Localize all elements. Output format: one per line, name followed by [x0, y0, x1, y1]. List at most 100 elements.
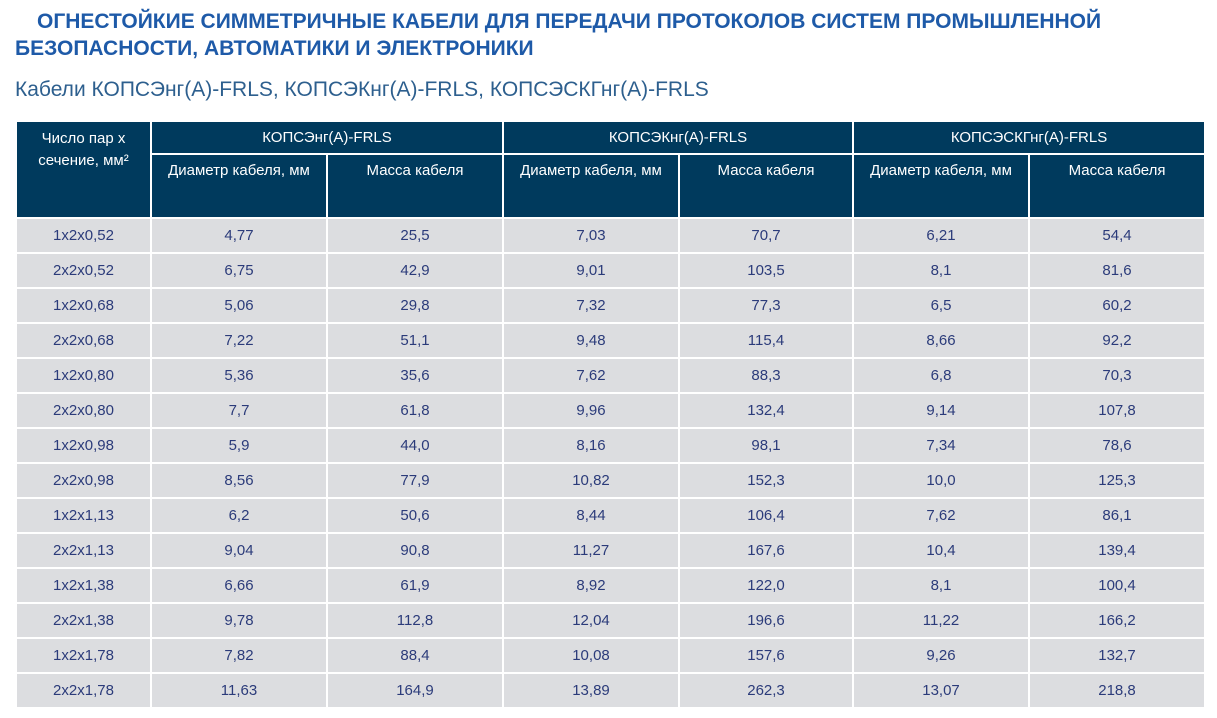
cell-mass: 61,9 [326, 567, 504, 604]
cell-pairs-section: 2х2х1,38 [15, 602, 152, 639]
cell-mass: 86,1 [1028, 497, 1207, 534]
cell-pairs-section: 1х2х1,13 [15, 497, 152, 534]
cell-pairs-section: 1х2х1,38 [15, 567, 152, 604]
cell-diameter: 4,77 [150, 217, 328, 254]
cell-mass: 106,4 [677, 497, 855, 534]
cell-mass: 51,1 [326, 322, 504, 359]
cell-mass: 77,9 [326, 462, 504, 499]
cell-mass: 115,4 [677, 322, 855, 359]
cell-mass: 122,0 [677, 567, 855, 604]
cell-mass: 60,2 [1028, 287, 1207, 324]
table-row: 2х2х0,80 7,7 61,8 9,96 132,4 9,14 107,8 [15, 392, 1207, 429]
cell-diameter: 10,82 [502, 462, 680, 499]
header-diameter: Диаметр кабеля, мм [150, 153, 328, 219]
cell-diameter: 6,8 [852, 357, 1031, 394]
cell-mass: 112,8 [326, 602, 504, 639]
cell-mass: 132,4 [677, 392, 855, 429]
cell-diameter: 8,44 [502, 497, 680, 534]
cell-mass: 152,3 [677, 462, 855, 499]
cell-diameter: 6,75 [150, 252, 328, 289]
cell-diameter: 7,34 [852, 427, 1031, 464]
cell-mass: 157,6 [677, 637, 855, 674]
cell-diameter: 9,14 [852, 392, 1031, 429]
cell-mass: 196,6 [677, 602, 855, 639]
cell-diameter: 7,03 [502, 217, 680, 254]
cell-diameter: 9,96 [502, 392, 680, 429]
cell-mass: 78,6 [1028, 427, 1207, 464]
cell-pairs-section: 2х2х0,98 [15, 462, 152, 499]
table-row: 1х2х1,38 6,66 61,9 8,92 122,0 8,1 100,4 [15, 567, 1207, 604]
cell-mass: 54,4 [1028, 217, 1207, 254]
cell-mass: 218,8 [1028, 672, 1207, 709]
cell-diameter: 6,2 [150, 497, 328, 534]
cell-mass: 125,3 [1028, 462, 1207, 499]
cell-diameter: 11,22 [852, 602, 1031, 639]
cell-diameter: 8,92 [502, 567, 680, 604]
table-row: 2х2х0,52 6,75 42,9 9,01 103,5 8,1 81,6 [15, 252, 1207, 289]
cell-mass: 166,2 [1028, 602, 1207, 639]
header-group-kopsehng: КОПСЭнг(А)-FRLS [150, 120, 504, 155]
cell-mass: 262,3 [677, 672, 855, 709]
cell-diameter: 11,63 [150, 672, 328, 709]
cell-diameter: 13,07 [852, 672, 1031, 709]
header-diameter: Диаметр кабеля, мм [502, 153, 680, 219]
cell-diameter: 7,32 [502, 287, 680, 324]
cell-diameter: 6,66 [150, 567, 328, 604]
cell-diameter: 7,62 [852, 497, 1031, 534]
table-row: 2х2х1,38 9,78 112,8 12,04 196,6 11,22 166,2 [15, 602, 1207, 639]
cell-diameter: 7,62 [502, 357, 680, 394]
cell-diameter: 8,1 [852, 567, 1031, 604]
cell-pairs-section: 2х2х0,52 [15, 252, 152, 289]
cell-diameter: 8,56 [150, 462, 328, 499]
cell-pairs-section: 2х2х1,13 [15, 532, 152, 569]
header-group-kopsekng: КОПСЭКнг(А)-FRLS [501, 120, 855, 155]
cell-pairs-section: 1х2х0,80 [15, 357, 152, 394]
cell-diameter: 11,27 [502, 532, 680, 569]
cell-diameter: 9,78 [150, 602, 328, 639]
cell-mass: 103,5 [677, 252, 855, 289]
cell-mass: 132,7 [1028, 637, 1207, 674]
cell-mass: 29,8 [326, 287, 504, 324]
cell-pairs-section: 1х2х0,52 [15, 217, 152, 254]
table-row: 1х2х1,78 7,82 88,4 10,08 157,6 9,26 132,7 [15, 637, 1207, 674]
cell-mass: 98,1 [677, 427, 855, 464]
cell-diameter: 10,0 [852, 462, 1031, 499]
header-mass: Масса кабеля [326, 153, 504, 219]
cell-diameter: 9,48 [502, 322, 680, 359]
cell-mass: 92,2 [1028, 322, 1207, 359]
table-row: 1х2х0,52 4,77 25,5 7,03 70,7 6,21 54,4 [15, 217, 1207, 254]
header-group-kopseskgng: КОПСЭСКГнг(А)-FRLS [852, 120, 1207, 155]
cell-mass: 61,8 [326, 392, 504, 429]
header-mass: Масса кабеля [1028, 153, 1207, 219]
cell-mass: 50,6 [326, 497, 504, 534]
cell-mass: 164,9 [326, 672, 504, 709]
cell-mass: 70,3 [1028, 357, 1207, 394]
page-title: ОГНЕСТОЙКИЕ СИММЕТРИЧНЫЕ КАБЕЛИ ДЛЯ ПЕРЕ… [15, 8, 1205, 62]
cell-pairs-section: 2х2х0,68 [15, 322, 152, 359]
cell-pairs-section: 2х2х1,78 [15, 672, 152, 709]
cell-mass: 90,8 [326, 532, 504, 569]
table-row: 2х2х0,68 7,22 51,1 9,48 115,4 8,66 92,2 [15, 322, 1207, 359]
cell-pairs-section: 1х2х0,98 [15, 427, 152, 464]
cell-mass: 44,0 [326, 427, 504, 464]
header-pairs-section: Число пар х сечение, мм² [15, 120, 152, 219]
cell-diameter: 8,16 [502, 427, 680, 464]
cell-pairs-section: 1х2х1,78 [15, 637, 152, 674]
cell-mass: 81,6 [1028, 252, 1207, 289]
cell-diameter: 8,1 [852, 252, 1031, 289]
cell-diameter: 5,36 [150, 357, 328, 394]
cell-diameter: 10,08 [502, 637, 680, 674]
cell-pairs-section: 2х2х0,80 [15, 392, 152, 429]
table-row: 2х2х0,98 8,56 77,9 10,82 152,3 10,0 125,3 [15, 462, 1207, 499]
table-row: 2х2х1,13 9,04 90,8 11,27 167,6 10,4 139,4 [15, 532, 1207, 569]
subtitle: Кабели КОПСЭнг(А)-FRLS, КОПСЭКнг(А)-FRLS… [15, 78, 709, 101]
cell-diameter: 9,26 [852, 637, 1031, 674]
cell-diameter: 5,06 [150, 287, 328, 324]
table-row: 1х2х0,98 5,9 44,0 8,16 98,1 7,34 78,6 [15, 427, 1207, 464]
title-line-1: ОГНЕСТОЙКИЕ СИММЕТРИЧНЫЕ КАБЕЛИ ДЛЯ ПЕРЕ… [37, 10, 1102, 33]
cell-mass: 35,6 [326, 357, 504, 394]
cell-mass: 139,4 [1028, 532, 1207, 569]
cell-diameter: 7,7 [150, 392, 328, 429]
cell-diameter: 6,5 [852, 287, 1031, 324]
cell-mass: 77,3 [677, 287, 855, 324]
